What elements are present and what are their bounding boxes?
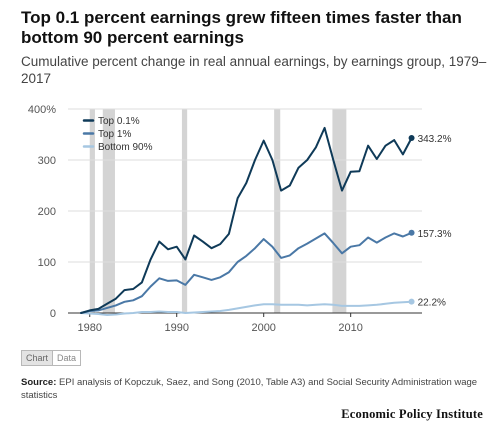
- legend-label-top-1: Top 1%: [98, 129, 131, 140]
- series-end-label-top-1: 157.3%: [418, 229, 452, 240]
- source-note: Source: EPI analysis of Kopczuk, Saez, a…: [21, 376, 481, 402]
- series-end-label-bottom-90: 22.2%: [418, 298, 446, 309]
- x-tick-label-1980: 1980: [78, 322, 102, 334]
- legend-label-bottom-90: Bottom 90%: [98, 142, 153, 153]
- view-toggle: Chart Data: [21, 350, 82, 366]
- series-end-marker-top-0-1: [408, 134, 415, 141]
- data-view-button[interactable]: Data: [52, 350, 82, 366]
- series-end-label-top-0-1: 343.2%: [418, 134, 452, 145]
- y-tick-label-400: 400%: [28, 104, 56, 116]
- series-line-bottom-90: [80, 300, 413, 316]
- series-end-marker-top-1: [408, 229, 415, 236]
- x-tick-label-1990: 1990: [164, 322, 188, 334]
- legend-label-top-0-1: Top 0.1%: [98, 116, 140, 127]
- chart-title: Top 0.1 percent earnings grew fifteen ti…: [21, 8, 462, 47]
- y-tick-label-300: 300: [38, 155, 56, 167]
- chart-view-button[interactable]: Chart: [21, 350, 53, 366]
- series-line-top-1: [80, 231, 413, 314]
- source-label: Source:: [21, 377, 57, 388]
- y-tick-label-200: 200: [38, 206, 56, 218]
- source-text: EPI analysis of Kopczuk, Saez, and Song …: [21, 377, 478, 401]
- series-line-top-0-1: [80, 126, 413, 314]
- publisher-logo: Economic Policy Institute: [341, 407, 483, 421]
- series-end-marker-bottom-90: [408, 298, 415, 305]
- y-tick-label-100: 100: [38, 257, 56, 269]
- x-tick-label-2010: 2010: [338, 322, 362, 334]
- x-tick-label-2000: 2000: [251, 322, 275, 334]
- y-tick-label-0: 0: [50, 308, 56, 320]
- line-chart: 0 100 200 300 400% 1980 1990 2000 2010 22.2% 157.3…: [28, 104, 452, 334]
- chart-subtitle: Cumulative percent change in real annual…: [21, 54, 487, 86]
